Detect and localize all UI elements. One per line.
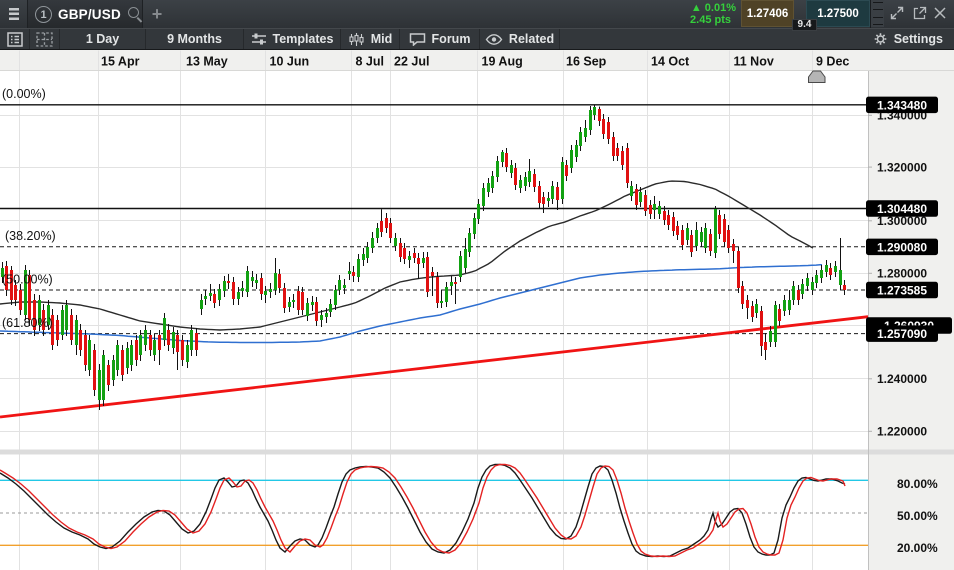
svg-text:(0.00%): (0.00%) (2, 87, 46, 101)
svg-text:1.343480: 1.343480 (877, 98, 927, 112)
svg-text:(38.20%): (38.20%) (5, 229, 56, 243)
svg-text:19 Aug: 19 Aug (482, 55, 523, 69)
svg-text:14 Oct: 14 Oct (651, 55, 690, 69)
svg-text:1.290080: 1.290080 (877, 240, 927, 254)
svg-text:50.00%: 50.00% (897, 509, 938, 523)
svg-text:1.300000: 1.300000 (877, 214, 927, 228)
svg-text:80.00%: 80.00% (897, 477, 938, 491)
svg-text:11 Nov: 11 Nov (734, 55, 774, 69)
svg-text:1.320000: 1.320000 (877, 160, 927, 174)
svg-text:1.280000: 1.280000 (877, 267, 927, 281)
svg-text:9 Dec: 9 Dec (816, 55, 849, 69)
svg-text:(50.00%): (50.00%) (2, 273, 53, 287)
svg-text:1.257090: 1.257090 (877, 327, 927, 341)
svg-text:20.00%: 20.00% (897, 541, 938, 555)
svg-text:1.304480: 1.304480 (877, 202, 927, 216)
svg-text:13 May: 13 May (186, 55, 228, 69)
svg-text:1.220000: 1.220000 (877, 425, 927, 439)
svg-text:10 Jun: 10 Jun (270, 55, 310, 69)
svg-text:15 Apr: 15 Apr (101, 55, 140, 69)
svg-text:16 Sep: 16 Sep (566, 55, 607, 69)
svg-text:1.273585: 1.273585 (877, 284, 927, 298)
svg-text:22 Jul: 22 Jul (394, 55, 429, 69)
svg-text:1.240000: 1.240000 (877, 372, 927, 386)
svg-text:(61.80%): (61.80%) (2, 316, 53, 330)
svg-text:8 Jul: 8 Jul (356, 55, 385, 69)
